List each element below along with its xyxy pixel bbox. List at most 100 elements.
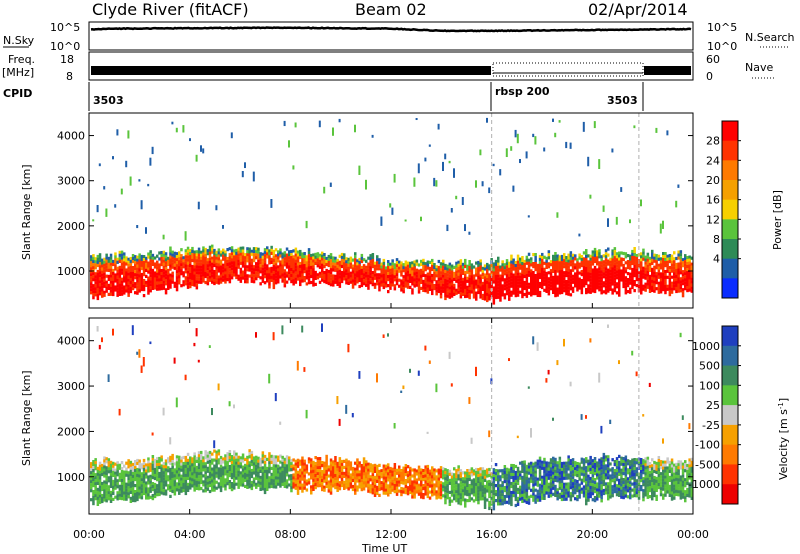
heatmap-cell (338, 254, 342, 258)
heatmap-cell (96, 254, 100, 259)
heatmap-cell (431, 267, 434, 272)
heatmap-cell (600, 261, 603, 265)
heatmap-cell (571, 259, 575, 263)
heatmap-cell (228, 280, 232, 284)
heatmap-cell (246, 253, 249, 257)
heatmap-cell (136, 488, 139, 493)
heatmap-cell (151, 464, 155, 468)
heatmap-cell (448, 295, 452, 299)
heatmap-cell (343, 268, 346, 272)
heatmap-cell (567, 289, 570, 293)
heatmap-cell (600, 258, 603, 262)
scatter-echo (552, 118, 554, 122)
heatmap-cell (160, 455, 163, 459)
heatmap-cell (186, 282, 190, 286)
heatmap-cell (417, 483, 421, 487)
heatmap-cell (107, 274, 111, 278)
heatmap-cell (169, 494, 172, 498)
heatmap-cell (321, 251, 324, 255)
heatmap-cell (178, 455, 181, 459)
heatmap-cell (514, 294, 518, 298)
heatmap-cell (272, 264, 276, 269)
heatmap-cell (222, 457, 225, 461)
heatmap-cell (510, 293, 513, 297)
heatmap-cell (657, 269, 661, 273)
heatmap-cell (402, 478, 405, 482)
heatmap-cell (303, 477, 306, 481)
heatmap-cell (391, 473, 394, 477)
heatmap-cell (409, 267, 412, 271)
heatmap-cell (393, 472, 397, 476)
heatmap-cell (107, 467, 111, 471)
heatmap-cell (604, 255, 608, 259)
heatmap-cell (329, 470, 333, 474)
scatter-echo (450, 383, 453, 387)
heatmap-cell (402, 287, 405, 291)
heatmap-cell (332, 469, 335, 473)
heatmap-cell (596, 262, 599, 266)
heatmap-cell (175, 258, 179, 262)
heatmap-cell (292, 282, 295, 286)
heatmap-cell (538, 281, 542, 286)
heatmap-cell (105, 460, 108, 464)
heatmap-cell (620, 260, 623, 264)
heatmap-cell (158, 459, 161, 464)
heatmap-cell (136, 476, 139, 481)
heatmap-cell (195, 280, 199, 284)
heatmap-cell (274, 281, 278, 285)
heatmap-cell (631, 261, 634, 266)
heatmap-cell (285, 470, 289, 474)
heatmap-cell (631, 249, 634, 254)
heatmap-cell (131, 275, 135, 279)
heatmap-cell (503, 269, 507, 273)
heatmap-cell (288, 253, 291, 257)
heatmap-cell (499, 283, 502, 287)
heatmap-cell (96, 490, 100, 494)
heatmap-cell (527, 291, 531, 295)
heatmap-cell (679, 277, 683, 281)
heatmap-cell (142, 261, 146, 265)
heatmap-cell (263, 275, 267, 279)
heatmap-cell (230, 267, 234, 271)
heatmap-cell (393, 490, 397, 494)
heatmap-cell (274, 455, 278, 459)
scatter-echo (655, 127, 658, 133)
heatmap-cell (156, 469, 159, 473)
heatmap-cell (534, 277, 537, 281)
heatmap-cell (310, 470, 313, 474)
heatmap-cell (296, 256, 300, 260)
heatmap-cell (591, 256, 595, 260)
heatmap-cell (413, 474, 416, 478)
heatmap-cell (171, 256, 174, 260)
heatmap-cell (239, 270, 243, 274)
heatmap-cell (582, 281, 586, 285)
heatmap-cell (290, 483, 293, 487)
scatter-echo (274, 393, 277, 402)
scatter-echo (255, 332, 257, 338)
heatmap-cell (109, 283, 113, 287)
heatmap-cell (296, 274, 300, 278)
scatter-echo (479, 149, 482, 156)
heatmap-cell (565, 283, 568, 287)
heatmap-cell (497, 292, 500, 296)
heatmap-cell (224, 463, 227, 467)
heatmap-cell (182, 271, 185, 275)
heatmap-cell (613, 283, 617, 287)
heatmap-cell (96, 272, 100, 277)
heatmap-cell (406, 486, 410, 490)
heatmap-cell (536, 272, 540, 276)
heatmap-cell (200, 268, 203, 272)
heatmap-cell (391, 280, 394, 284)
heatmap-cell (180, 480, 183, 484)
heatmap-cell (404, 473, 408, 477)
heatmap-cell (404, 482, 408, 486)
heatmap-cell (259, 264, 262, 268)
heatmap-cell (686, 280, 689, 284)
scatter-echo (512, 185, 515, 192)
heatmap-cell (598, 252, 601, 256)
heatmap-cell (512, 288, 515, 292)
heatmap-cell (387, 472, 390, 476)
heatmap-cell (670, 263, 674, 267)
heatmap-cell (651, 279, 654, 283)
heatmap-cell (648, 265, 652, 269)
